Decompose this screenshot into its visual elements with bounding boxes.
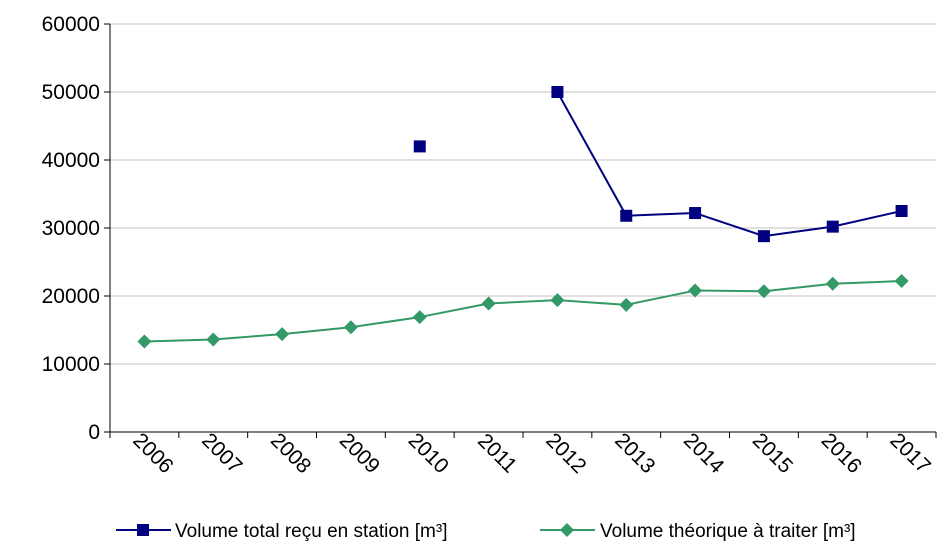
x-tick-label: 2012 [541,429,590,478]
data-point-square [895,205,908,217]
gridlines [110,23,936,365]
series-2 [137,274,909,349]
y-tick-label: 0 [88,421,100,444]
series-line-segment [763,282,833,293]
series-line-segment [832,210,902,228]
data-point-diamond [894,274,909,289]
y-tick-label: 60000 [42,13,100,36]
data-point-diamond [275,327,290,342]
series-line-segment [832,280,902,285]
data-point-diamond [137,334,152,349]
x-axis-ticks: 2006 2007 2008 2009 2010 2011 2012 2013 2014 2015… [109,429,937,479]
series-layer [137,86,909,349]
x-tick-label: 2006 [128,429,177,478]
series-line-segment [419,302,489,319]
legend-label: Volume total reçu en station [m³] [175,521,447,542]
legend: Volume total reçu en station [m³] Volume … [116,521,856,542]
series-line-segment [144,338,214,343]
x-tick-label: 2010 [404,429,453,478]
x-tick-label: 2007 [197,429,246,478]
data-point-diamond [619,297,634,312]
data-point-diamond [412,310,427,325]
data-point-diamond [206,332,221,347]
y-tick-label: 30000 [42,217,100,240]
series-line-segment [694,212,765,238]
series-line-segment [557,299,627,306]
data-point-square [413,140,426,153]
series-line-segment [281,326,352,336]
series-line-segment [695,289,764,293]
series-1 [413,86,908,243]
x-tick-label: 2008 [266,429,315,478]
data-point-diamond [825,276,840,291]
x-tick-label: 2009 [335,429,384,478]
data-point-diamond [756,284,771,299]
y-tick-label: 50000 [42,81,100,104]
y-axis-ticks: 0 10000 20000 30000 40000 50000 60000 [42,13,110,444]
y-tick-label: 40000 [42,149,100,172]
x-tick-label: 2014 [679,429,729,479]
x-tick-label: 2011 [473,429,521,477]
y-tick-label: 10000 [42,353,100,376]
series-line-segment [626,289,696,306]
series-line-segment [626,212,696,217]
legend-marker-square [137,524,149,536]
series-line-segment [763,225,833,238]
data-point-diamond [688,283,703,298]
data-point-square [826,220,839,233]
legend-label: Volume théorique à traiter [m³] [600,521,856,542]
legend-item-1: Volume total reçu en station [m³] [116,521,447,542]
data-point-square [757,230,770,243]
x-tick-label: 2017 [886,429,935,478]
x-tick-label: 2015 [748,429,797,478]
legend-marker-diamond [560,523,574,537]
x-tick-label: 2016 [817,429,866,478]
data-point-square [551,86,564,98]
y-tick-label: 20000 [42,285,100,308]
legend-item-2: Volume théorique à traiter [m³] [540,521,856,542]
x-tick-label: 2013 [610,429,659,478]
data-point-diamond [481,296,496,311]
series-line-segment [350,316,420,329]
series-line-segment [556,91,628,217]
series-line-segment [213,333,283,341]
data-point-square [620,209,633,222]
data-point-diamond [343,320,358,335]
data-point-diamond [550,293,565,308]
series-line-segment [488,299,558,305]
data-point-square [689,207,702,220]
